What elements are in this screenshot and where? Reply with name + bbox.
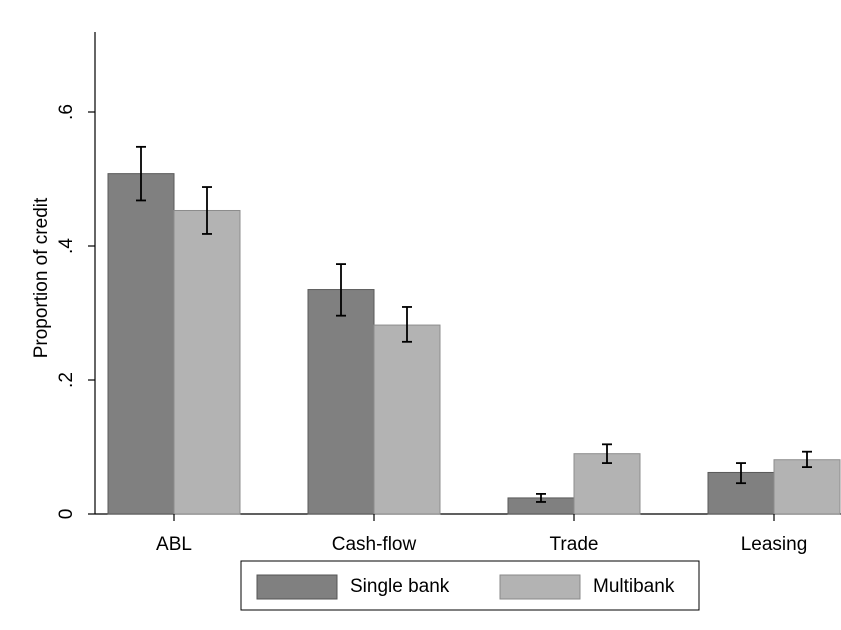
x-tick-label-leasing: Leasing bbox=[741, 534, 808, 555]
x-tick-label-trade: Trade bbox=[550, 534, 599, 555]
y-tick-label-2: .4 bbox=[56, 238, 77, 254]
legend-swatch-single-bank bbox=[256, 574, 338, 600]
x-tick-label-abl: ABL bbox=[156, 534, 192, 555]
y-tick-label-3: .6 bbox=[56, 104, 77, 120]
bar-multibank-abl bbox=[173, 209, 241, 515]
y-tick-label-1: .2 bbox=[56, 372, 77, 388]
legend: Single bank Multibank bbox=[240, 560, 700, 611]
y-axis-title: Proportion of credit bbox=[31, 197, 52, 358]
bar-single-bank-abl bbox=[107, 173, 175, 515]
legend-swatch-multibank bbox=[499, 574, 581, 600]
bar-multibank-cash-flow bbox=[373, 324, 441, 515]
bar-single-bank-cash-flow bbox=[307, 289, 375, 515]
legend-label-single-bank: Single bank bbox=[350, 576, 450, 597]
legend-label-multibank: Multibank bbox=[593, 576, 675, 597]
x-tick-label-cash-flow: Cash-flow bbox=[332, 534, 417, 555]
y-tick-label-0: 0 bbox=[56, 509, 77, 520]
